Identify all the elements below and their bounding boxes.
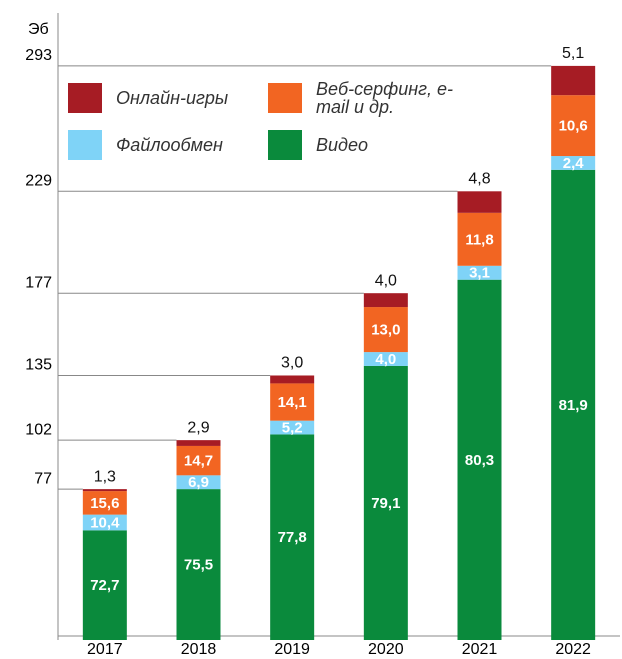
data-label: 79,1: [371, 495, 400, 512]
bar-segment: [551, 156, 596, 170]
data-label: 4,8: [468, 171, 490, 188]
data-label: 81,9: [559, 397, 588, 414]
bar-segment: [270, 375, 315, 384]
data-label: 2,9: [187, 419, 209, 436]
bar-segment: [457, 279, 502, 640]
bar-segment: [270, 434, 315, 640]
y-tick-label: 177: [25, 274, 52, 291]
x-tick-label: 2021: [462, 641, 498, 658]
legend-item: Веб-серфинг, e-mail и др.: [268, 80, 468, 116]
x-tick-label: 2019: [274, 641, 310, 658]
legend-swatch: [268, 83, 302, 113]
bar-segment: [457, 212, 502, 266]
data-label: 5,1: [562, 45, 584, 62]
bar-segment: [82, 514, 127, 531]
bar-segment: [270, 383, 315, 421]
x-tick-label: 2022: [555, 641, 591, 658]
data-label: 13,0: [371, 322, 400, 339]
legend-label: Онлайн-игры: [116, 88, 229, 108]
x-tick-label: 2020: [368, 641, 404, 658]
data-label: 75,5: [184, 557, 213, 574]
data-label: 15,6: [90, 495, 119, 512]
bar-segment: [363, 365, 408, 640]
y-tick-label: 293: [25, 47, 52, 64]
bar-segment: [176, 475, 221, 490]
legend-item: Онлайн-игры: [68, 80, 268, 116]
x-tick-label: 2017: [87, 641, 123, 658]
data-label: 14,7: [184, 453, 213, 470]
data-label: 11,8: [465, 231, 493, 248]
bar-segment: [551, 95, 596, 157]
data-label: 77,8: [278, 529, 307, 546]
data-label: 14,1: [278, 394, 307, 411]
bar-segment: [457, 265, 502, 280]
legend-label: Видео: [316, 135, 368, 155]
bar-segment: [457, 191, 502, 213]
data-label: 5,2: [282, 420, 303, 437]
bar-segment: [82, 489, 127, 492]
legend-swatch: [68, 83, 102, 113]
data-label: 6,9: [188, 474, 209, 491]
data-label: 80,3: [465, 452, 494, 469]
bar-segment: [176, 445, 221, 476]
legend-label: Веб-серфинг, e-mail и др.: [316, 79, 453, 117]
data-label: 3,1: [469, 265, 490, 282]
legend-item: Файлообмен: [68, 130, 268, 160]
bar-segment: [551, 169, 596, 640]
bar-segment: [82, 491, 127, 515]
legend-swatch: [268, 130, 302, 160]
bar-segment: [176, 440, 221, 446]
data-label: 10,6: [559, 118, 588, 135]
bar-segment: [363, 352, 408, 366]
data-label: 4,0: [375, 351, 396, 368]
data-label: 3,0: [281, 355, 303, 372]
y-tick-label: 229: [25, 173, 52, 190]
legend-label: Файлообмен: [116, 135, 223, 155]
data-label: 10,4: [90, 514, 120, 531]
bar-segment: [270, 420, 315, 435]
bar-segment: [82, 530, 127, 640]
bar-segment: [363, 293, 408, 308]
y-tick-label: 77: [34, 470, 52, 487]
data-label: 4,0: [375, 272, 397, 289]
legend-swatch: [68, 130, 102, 160]
y-axis-label: Эб: [28, 21, 49, 38]
data-label: 72,7: [90, 577, 119, 594]
bar-segment: [363, 307, 408, 353]
data-label: 1,3: [94, 468, 116, 485]
legend: Онлайн-игры Веб-серфинг, e-mail и др. Файл…: [68, 80, 468, 160]
y-tick-label: 135: [25, 357, 52, 374]
bar-segment: [176, 489, 221, 640]
x-tick-label: 2018: [181, 641, 217, 658]
bar-segment: [551, 65, 596, 96]
data-label: 2,4: [563, 155, 585, 172]
legend-item: Видео: [268, 130, 468, 160]
y-tick-label: 102: [25, 421, 52, 438]
